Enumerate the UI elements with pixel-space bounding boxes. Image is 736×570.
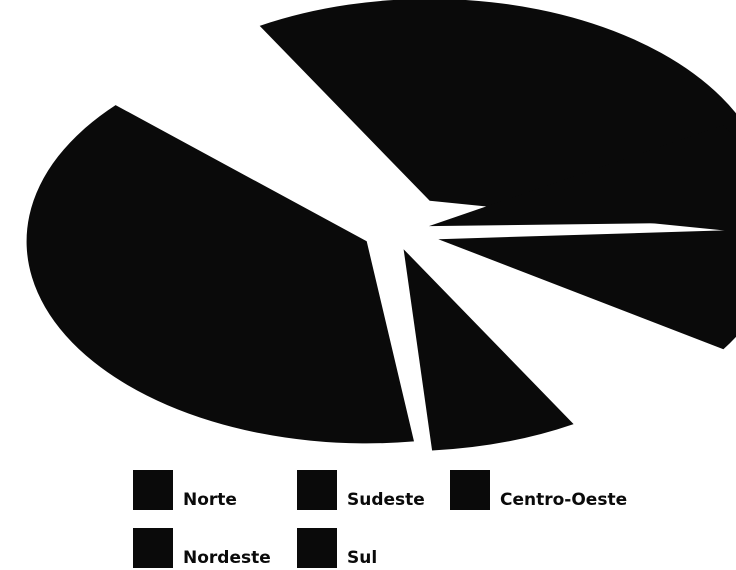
pie-slice-sudeste: [26, 105, 414, 444]
pie-slice-nordeste: [428, 125, 736, 227]
pie-slice-sul: [438, 229, 736, 350]
pie-slice-norte: [403, 249, 574, 451]
pie-slices: [26, 0, 736, 451]
